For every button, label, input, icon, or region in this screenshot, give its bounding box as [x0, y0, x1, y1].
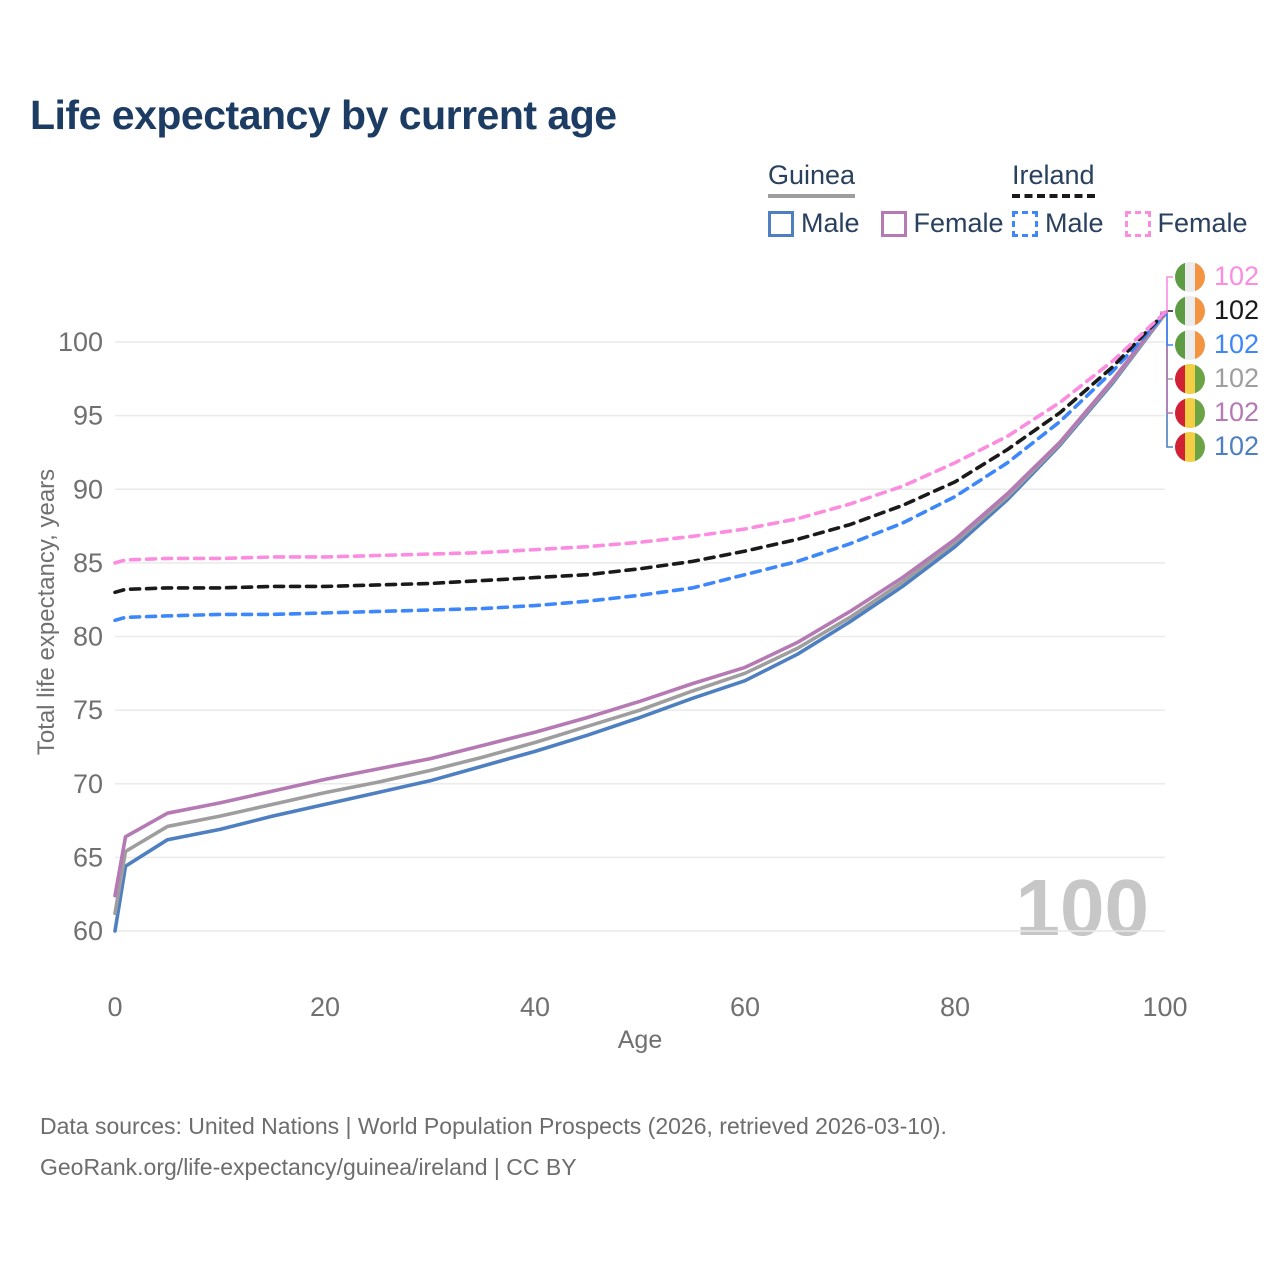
legend-items-ireland: Male Female [1012, 208, 1269, 239]
legend-group-ireland: Ireland Male Female [1012, 160, 1269, 239]
series-line-ireland-male [113, 312, 1167, 623]
legend-label-ireland-male: Male [1045, 208, 1104, 238]
series-line-guinea-male [113, 312, 1167, 933]
y-tick-label: 80 [73, 622, 103, 652]
age-counter-watermark: 100 [1015, 863, 1149, 952]
legend-items-guinea: Male Female [768, 208, 1025, 239]
legend-label-ireland-female: Female [1157, 208, 1248, 238]
series-line-guinea-female [113, 310, 1167, 898]
series-line-ireland-female [113, 310, 1167, 565]
series-line-guinea-both [113, 312, 1167, 916]
footer-attribution: GeoRank.org/life-expectancy/guinea/irela… [40, 1154, 577, 1180]
x-tick-label: 40 [520, 992, 550, 1022]
legend-swatch-ireland-male [1012, 210, 1038, 237]
legend-label-guinea-male: Male [801, 208, 860, 238]
leader-line-ireland-female [1160, 276, 1173, 314]
x-tick-label: 60 [730, 992, 760, 1022]
y-axis-title: Total life expectancy, years [33, 468, 60, 756]
x-axis-title: Age [617, 1026, 663, 1054]
y-tick-label: 75 [73, 695, 103, 725]
footer: Data sources: United Nations | World Pop… [40, 1106, 947, 1188]
x-tick-label: 0 [107, 992, 122, 1022]
legend-country-ireland: Ireland [1012, 160, 1095, 198]
y-tick-label: 90 [73, 474, 103, 504]
y-tick-label: 65 [73, 842, 103, 872]
x-tick-label: 100 [1142, 992, 1187, 1022]
x-tick-label: 20 [310, 992, 340, 1022]
y-tick-label: 85 [73, 548, 103, 578]
legend-country-guinea: Guinea [768, 160, 856, 198]
y-tick-label: 100 [58, 327, 103, 357]
legend-swatch-ireland-female [1124, 210, 1151, 237]
legend-group-guinea: Guinea Male Female [768, 160, 1025, 239]
x-tick-label: 80 [940, 992, 970, 1022]
y-tick-label: 60 [73, 916, 103, 946]
y-tick-label: 70 [73, 769, 103, 799]
legend-label-guinea-female: Female [913, 208, 1004, 238]
y-tick-label: 95 [73, 401, 103, 431]
chart-title: Life expectancy by current age [30, 92, 617, 138]
series-line-ireland-both [113, 310, 1167, 595]
footer-data-sources: Data sources: United Nations | World Pop… [40, 1113, 947, 1139]
legend-swatch-guinea-female [880, 210, 907, 237]
legend-swatch-guinea-male [768, 210, 794, 237]
